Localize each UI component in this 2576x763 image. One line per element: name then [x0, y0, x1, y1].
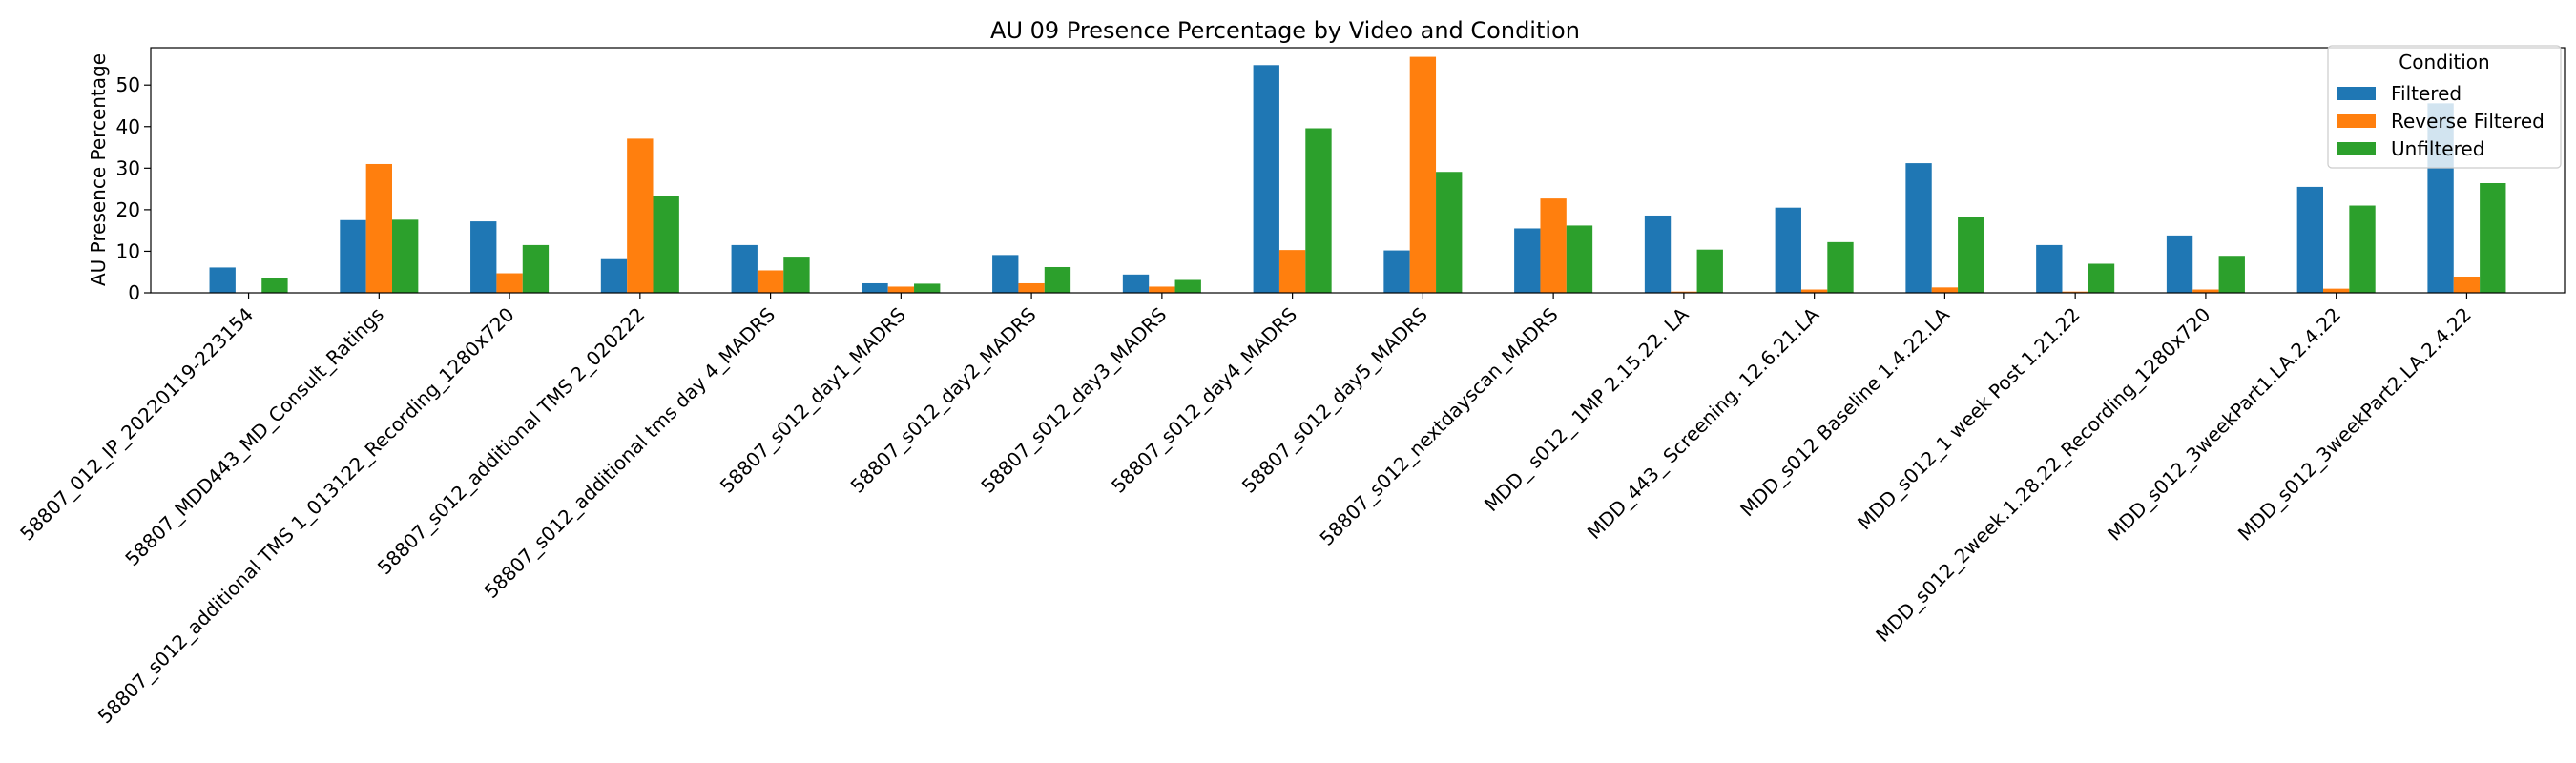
legend-swatch [2337, 87, 2376, 100]
bar [757, 270, 784, 293]
bar [1383, 250, 1410, 293]
bar [1775, 207, 1801, 293]
bar [1436, 172, 1463, 293]
bar [2296, 186, 2323, 293]
x-tick-label: 58807_012_IP_20220119-223154 [15, 303, 258, 546]
bar [914, 283, 941, 293]
x-tick-label: 58807_s012_nextdayscan_MADRS [1315, 303, 1562, 550]
y-tick-label: 20 [116, 198, 140, 221]
bar [992, 255, 1019, 293]
bar [2453, 277, 2481, 293]
bar [1253, 65, 1279, 293]
legend: Condition Filtered Reverse Filtered Unfilt… [2327, 45, 2562, 169]
bar [1174, 279, 1201, 293]
bar [1305, 128, 1332, 293]
legend-swatch [2337, 142, 2376, 155]
bar [209, 267, 236, 293]
bar [1514, 228, 1541, 293]
axes-frame [150, 47, 2566, 294]
x-tick-label: MDD_ s012_ 1MP 2.15.22. LA [1480, 302, 1693, 516]
x-tick-label: MDD_s012_3weekPart2.LA.2.4.22 [2233, 303, 2476, 546]
bar [653, 196, 679, 293]
y-tick-label: 50 [116, 73, 140, 96]
plot-area: 0102030405058807_012_IP_20220119-2231545… [15, 47, 2566, 729]
legend-entry-label: Unfiltered [2391, 137, 2484, 160]
bar [600, 258, 628, 293]
legend-swatch [2337, 114, 2376, 128]
bar [522, 244, 550, 293]
bar [2036, 244, 2063, 293]
bar [1566, 225, 1593, 293]
bar [2480, 183, 2506, 293]
bar [2323, 288, 2350, 293]
bar [2062, 291, 2088, 293]
y-axis-title: AU Presence Percentage [87, 53, 110, 286]
bar [1905, 163, 1932, 293]
bar [887, 286, 915, 293]
bar [1644, 215, 1672, 293]
bar [1122, 274, 1150, 293]
y-tick-label: 30 [116, 156, 140, 179]
bar [1278, 250, 1306, 293]
bar [1044, 266, 1071, 293]
bar [365, 163, 392, 293]
x-tick-label: MDD_s012_3weekPart1.LA.2.4.22 [2103, 303, 2345, 546]
bar [1409, 56, 1437, 293]
bar [340, 219, 366, 293]
series-filtered [209, 65, 2454, 294]
bar [731, 244, 758, 293]
bar [783, 257, 810, 293]
bar [862, 282, 888, 293]
bar [470, 221, 497, 293]
y-tick-label: 40 [116, 115, 140, 138]
series-unfiltered [261, 128, 2506, 293]
series-reverse-filtered [365, 56, 2481, 293]
x-tick-label: 58807_s012_additional TMS 1_013122_Recor… [93, 303, 519, 729]
bar [1827, 241, 1854, 293]
x-tick-label: MDD_s012 Baseline 1.4.22.LA [1735, 302, 1954, 521]
bar [1958, 217, 1984, 293]
bar [1540, 198, 1567, 293]
y-tick-label: 10 [116, 239, 140, 262]
bar [1800, 289, 1828, 293]
bar [2218, 256, 2245, 293]
legend-entry-label: Filtered [2391, 82, 2462, 105]
x-tick-label: 58807_s012_additional tms day 4_MADRS [480, 303, 780, 604]
bar [627, 138, 654, 293]
x-tick-label: 58807_s012_additional TMS 2_020222 [373, 303, 650, 580]
y-tick-label: 0 [128, 281, 140, 304]
bar [261, 278, 288, 293]
bar [2349, 205, 2376, 293]
chart-title: AU 09 Presence Percentage by Video and C… [990, 17, 1580, 44]
bar [1018, 282, 1045, 293]
bar [1671, 291, 1697, 293]
bar [392, 219, 419, 293]
bar [496, 273, 523, 293]
bar [2088, 263, 2115, 293]
legend-title: Condition [2399, 51, 2489, 73]
x-tick-label: MDD_s012_1 week Post 1.21.22 [1853, 303, 2085, 535]
bar [2166, 235, 2193, 293]
bar [2192, 289, 2219, 293]
bar [1931, 287, 1959, 293]
bar [1149, 286, 1175, 293]
x-tick-label: 58807_MDD443_MD_Consult_Ratings [120, 303, 388, 571]
legend-frame [2327, 45, 2562, 169]
bar [1696, 249, 1723, 293]
legend-entry-label: Reverse Filtered [2391, 110, 2545, 133]
x-tick-label: MDD_443_ Screening. 12.6.21.LA [1583, 302, 1824, 544]
